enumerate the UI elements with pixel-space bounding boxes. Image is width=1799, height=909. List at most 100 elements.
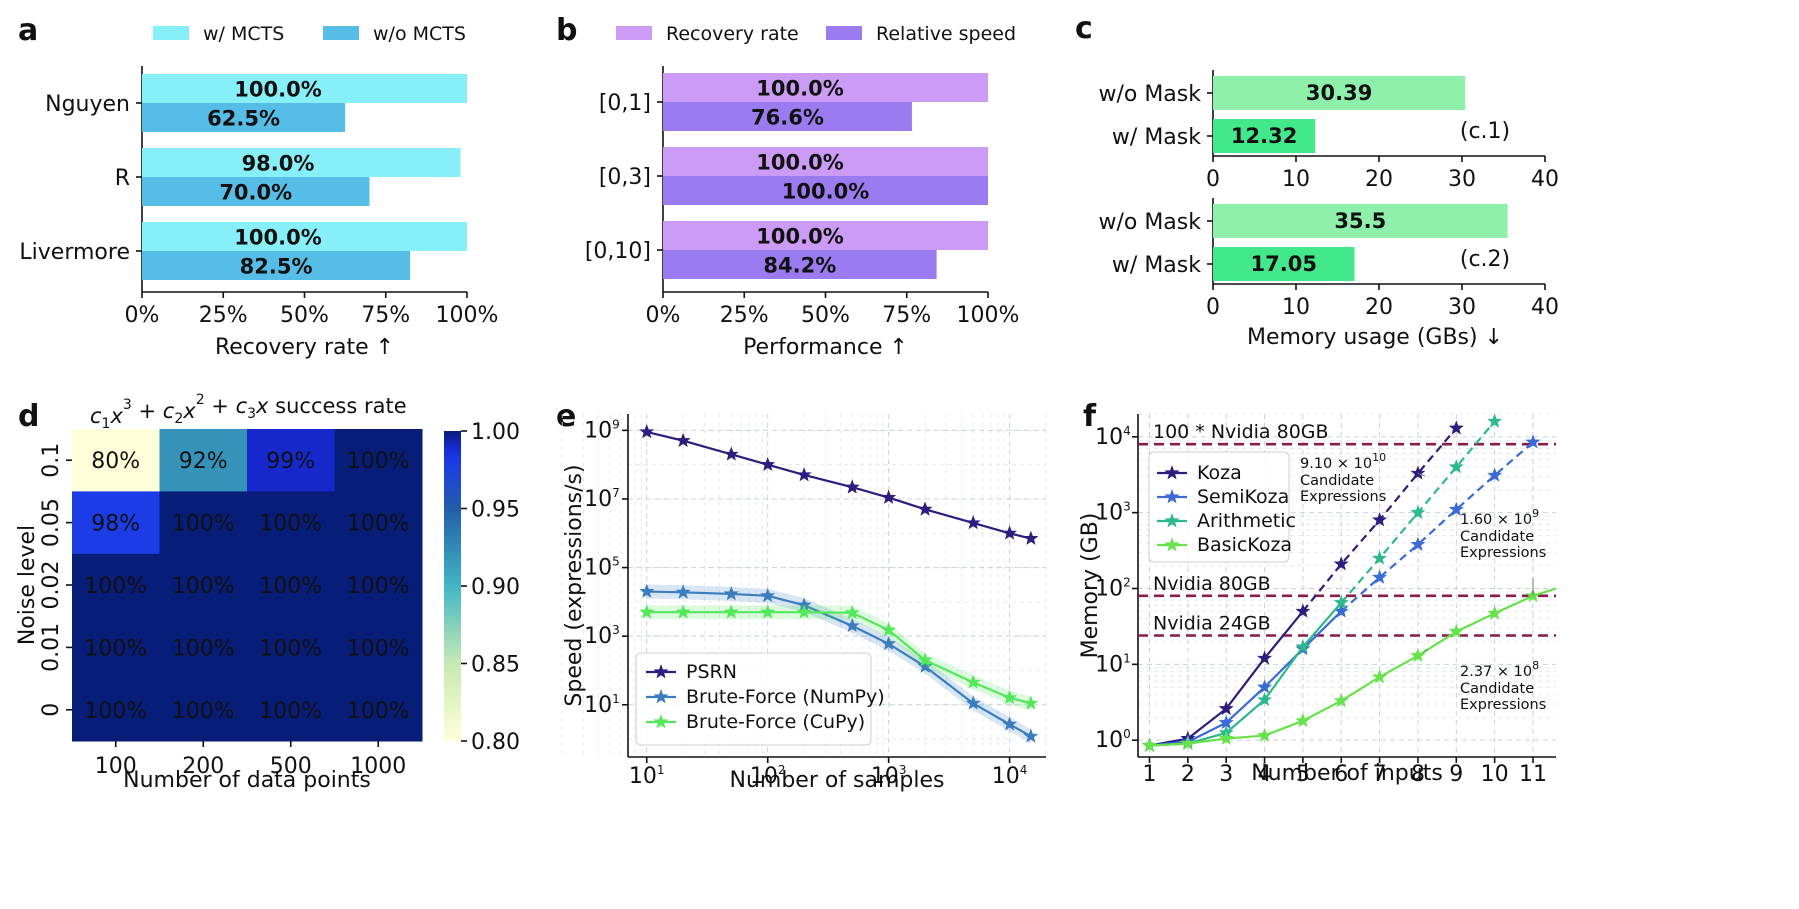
bar-a <box>142 103 346 132</box>
bar-value-label: 12.32 <box>1231 124 1297 148</box>
y-tick-label: 107 <box>584 486 620 512</box>
legend-marker <box>653 664 669 679</box>
heatmap-cell-label: 100% <box>259 699 322 724</box>
x-tick-label: 10 <box>1282 295 1310 320</box>
bar-value-label: 100.0% <box>234 78 321 102</box>
title-part: 2 <box>196 392 205 408</box>
annotation-value: 2.37 × 108 <box>1460 659 1539 680</box>
x-tick-label: 11 <box>1519 762 1547 787</box>
heatmap-cell-label: 100% <box>259 636 322 661</box>
bar-a <box>142 177 370 206</box>
heatmap-cell-label: 100% <box>347 636 410 661</box>
legend-label: Brute-Force (NumPy) <box>686 686 885 708</box>
data-point <box>1180 735 1196 751</box>
y-axis-label: Speed (expressions/s) <box>562 464 587 706</box>
series-line-measured <box>1149 610 1343 747</box>
annotation-line: Expressions <box>1460 545 1546 561</box>
heatmap-cell <box>247 678 335 742</box>
y-tick-label: 101 <box>584 692 620 718</box>
x-tick-label-base: 10 <box>992 764 1020 789</box>
x-tick-label: 200 <box>182 754 224 779</box>
title-part: 3 <box>123 397 132 413</box>
y-tick-label-exp: 4 <box>1123 424 1131 438</box>
y-tick-label: 103 <box>1095 500 1131 526</box>
bar-b <box>663 147 988 176</box>
x-axis-label: Performance ↑ <box>743 335 908 360</box>
annotation-line: Expressions <box>1460 697 1546 713</box>
annotation-line: Candidate <box>1460 529 1534 545</box>
y-tick-label-base: 10 <box>584 556 612 581</box>
heatmap-cell-label: 100% <box>347 699 410 724</box>
subplot-(c.1): 0 10 20 30 40 w/o Mask 30.39 w/ Mask 12.32 (c.1) <box>1098 70 1559 192</box>
y-axis-label: Noise level <box>15 525 40 645</box>
y-tick-label-base: 10 <box>1095 728 1123 753</box>
bar-value-label: 84.2% <box>763 254 836 278</box>
title-part: x <box>255 394 269 418</box>
y-tick-label-exp: 0 <box>1123 727 1131 741</box>
data-point <box>1487 467 1503 482</box>
subplot-(c.2): 0 10 20 30 40 w/o Mask 35.5 w/ Mask 17.05 (c.2) <box>1098 198 1559 320</box>
colorbar-tick-label: 0.85 <box>471 653 520 678</box>
bar-value-label: 62.5% <box>207 107 280 131</box>
hardware-limit-label: Nvidia 24GB <box>1153 613 1271 635</box>
data-point <box>760 604 776 619</box>
bar-c <box>1213 119 1316 153</box>
heatmap-cell <box>334 616 423 680</box>
x-axis-label: Recovery rate ↑ <box>215 335 394 360</box>
annotation-line: Candidate <box>1300 473 1374 489</box>
data-point <box>1333 594 1349 610</box>
heatmap-title: c1x3 + c2x2 + c3x success rate <box>90 392 407 432</box>
data-point <box>844 604 860 620</box>
data-point <box>1410 465 1426 480</box>
series-PSRN <box>639 424 1039 545</box>
data-point <box>796 604 812 619</box>
data-point <box>1218 700 1234 716</box>
heatmap-cell-label: 100% <box>172 574 235 599</box>
legend-marker <box>653 714 669 729</box>
data-point <box>844 479 860 494</box>
y-tick-label: 101 <box>1095 651 1131 677</box>
x-axis-label: Number of inputs <box>1251 761 1443 786</box>
data-point <box>1257 727 1273 742</box>
x-tick-label: 0 <box>1206 295 1220 320</box>
y-tick-label-exp: 3 <box>1123 500 1131 514</box>
bar-b <box>663 250 937 279</box>
x-tick-label: 0% <box>646 303 681 328</box>
x-tick-label: 10 <box>1282 167 1310 192</box>
heatmap-cell-label: 99% <box>266 449 315 474</box>
legend-label: PSRN <box>686 661 737 683</box>
x-tick-label: 101 <box>629 763 665 789</box>
legend-marker <box>653 689 669 704</box>
heatmap-cell <box>72 553 160 617</box>
heatmap-cell-label: 100% <box>347 574 410 599</box>
x-tick-label: 8 <box>1411 762 1425 787</box>
data-point <box>723 604 739 619</box>
legend-marker <box>1164 513 1180 528</box>
series-Brute-Force (CuPy) <box>639 604 1039 711</box>
bar-value-label: 100.0% <box>756 151 843 175</box>
heatmap-cell <box>159 678 248 742</box>
y-tick-label-exp: 2 <box>1123 576 1131 590</box>
data-point <box>1372 512 1388 527</box>
y-axis-label: Memory (GB) <box>1078 513 1103 659</box>
data-point <box>1257 679 1273 694</box>
heatmap-cell-label: 100% <box>347 449 410 474</box>
data-point <box>1372 550 1388 565</box>
x-tick-label: 7 <box>1373 762 1387 787</box>
y-tick-label: [0,3] <box>599 165 651 190</box>
x-tick-label: 50% <box>801 303 850 328</box>
x-tick-label: 1 <box>1143 762 1157 787</box>
bar-b <box>663 73 988 102</box>
y-tick-label-base: 10 <box>1095 425 1123 450</box>
confidence-band <box>646 584 1031 744</box>
panel-letter: b <box>556 13 577 48</box>
x-tick-label: 40 <box>1531 167 1559 192</box>
y-tick-label: 0.05 <box>39 498 64 547</box>
data-point <box>675 584 691 599</box>
y-tick-label-base: 10 <box>584 693 612 718</box>
bar-b <box>663 176 988 205</box>
x-tick-label: 0% <box>125 303 160 328</box>
